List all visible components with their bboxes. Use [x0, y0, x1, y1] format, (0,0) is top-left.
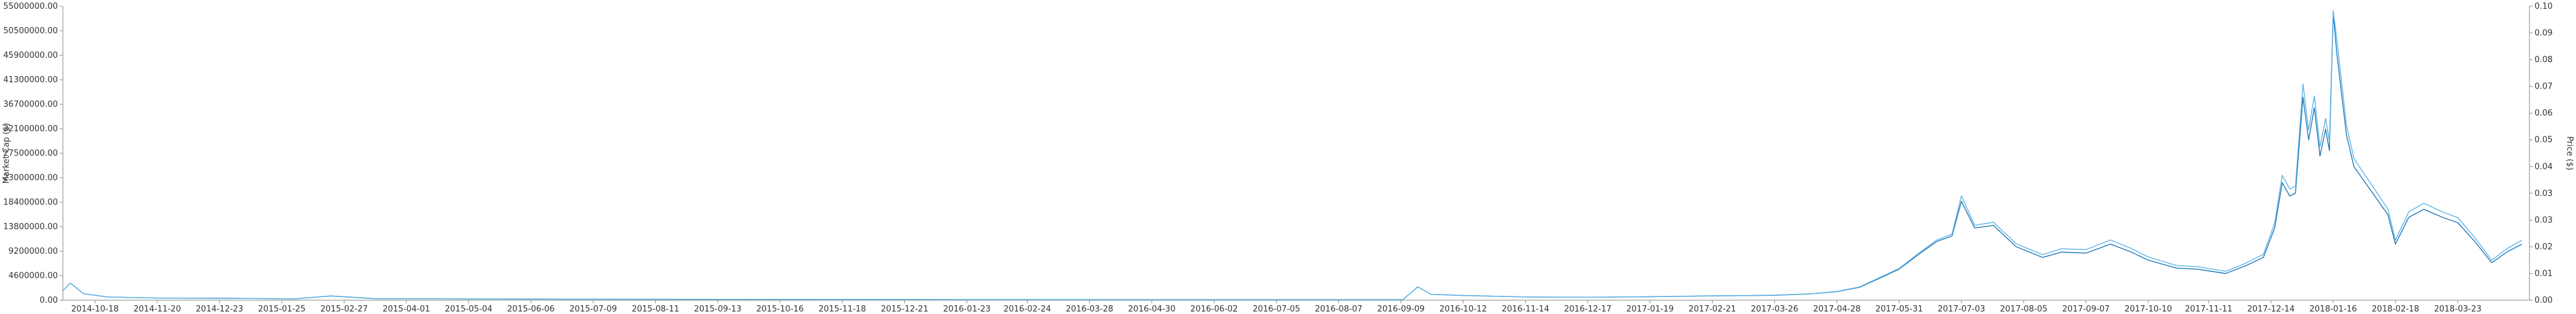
right-y-axis: 0.00 0.01 0.02 0.03 0.03 0.04 0.05 0.06 0.07 0.08… — [2529, 2, 2553, 305]
x-tick-label: 2017-05-31 — [1875, 305, 1923, 314]
x-tick-label: 2016-04-30 — [1128, 305, 1176, 314]
x-tick-label: 2016-01-23 — [943, 305, 991, 314]
x-tick-label: 2014-10-18 — [71, 305, 119, 314]
left-tick-label: 36700000.00 — [3, 100, 58, 109]
x-tick-label: 2014-11-20 — [133, 305, 181, 314]
x-tick-label: 2017-07-03 — [1938, 305, 1985, 314]
x-tick-label: 2017-02-21 — [1689, 305, 1736, 314]
right-tick-label: 0.04 — [2534, 162, 2553, 171]
x-tick-label: 2015-08-11 — [631, 305, 679, 314]
x-tick-label: 2016-09-09 — [1377, 305, 1425, 314]
x-tick-label: 2015-05-04 — [445, 305, 492, 314]
x-tick-label: 2016-12-17 — [1564, 305, 1612, 314]
right-tick-label: 0.09 — [2534, 29, 2553, 38]
x-tick-label: 2016-03-28 — [1066, 305, 1114, 314]
series-layer — [62, 10, 2523, 300]
x-tick-label: 2017-12-14 — [2247, 305, 2295, 314]
x-tick-label: 2016-10-12 — [1440, 305, 1487, 314]
left-tick-label: 41300000.00 — [3, 75, 58, 85]
right-tick-label: 0.03 — [2534, 189, 2553, 198]
x-tick-label: 2016-06-02 — [1191, 305, 1238, 314]
left-tick-label: 18400000.00 — [3, 198, 58, 207]
right-tick-label: 0.02 — [2534, 242, 2553, 252]
x-tick-label: 2016-11-14 — [1502, 305, 1550, 314]
left-tick-label: 9200000.00 — [8, 247, 58, 256]
x-tick-label: 2014-12-23 — [196, 305, 243, 314]
right-tick-label: 0.08 — [2534, 55, 2553, 65]
left-tick-label: 23000000.00 — [3, 173, 58, 183]
x-tick-label: 2017-03-26 — [1751, 305, 1799, 314]
left-y-axis: 0.00 4600000.00 9200000.00 13800000.00 18400… — [3, 2, 64, 305]
right-axis-title: Price ($) — [2565, 136, 2574, 170]
left-tick-label: 55000000.00 — [3, 2, 58, 11]
x-tick-label: 2015-10-16 — [757, 305, 804, 314]
left-tick-label: 13800000.00 — [3, 222, 58, 232]
left-tick-label: 45900000.00 — [3, 51, 58, 60]
x-tick-label: 2016-02-24 — [1004, 305, 1052, 314]
x-tick-label: 2017-01-19 — [1626, 305, 1674, 314]
x-tick-label: 2018-01-16 — [2309, 305, 2357, 314]
x-tick-label: 2015-01-25 — [258, 305, 306, 314]
left-tick-label: 27500000.00 — [3, 149, 58, 158]
x-tick-label: 2015-06-06 — [507, 305, 555, 314]
right-tick-label: 0.05 — [2534, 136, 2553, 145]
x-tick-label: 2017-09-07 — [2062, 305, 2110, 314]
x-tick-label: 2017-08-05 — [2000, 305, 2048, 314]
x-axis: 2014-10-18 2014-11-20 2014-12-23 2015-01-25… — [63, 300, 2529, 314]
right-tick-label: 0.06 — [2534, 109, 2553, 118]
x-tick-label: 2015-04-01 — [382, 305, 430, 314]
x-tick-label: 2017-10-10 — [2124, 305, 2172, 314]
left-tick-label: 32100000.00 — [3, 124, 58, 134]
right-tick-label: 0.03 — [2534, 215, 2553, 225]
x-tick-label: 2016-07-05 — [1253, 305, 1301, 314]
x-tick-label: 2017-11-11 — [2185, 305, 2233, 314]
right-tick-label: 0.01 — [2534, 269, 2553, 278]
left-tick-label: 50500000.00 — [3, 26, 58, 36]
left-tick-label: 4600000.00 — [8, 271, 58, 281]
x-tick-label: 2015-09-13 — [694, 305, 741, 314]
x-tick-label: 2015-12-21 — [881, 305, 929, 314]
right-tick-label: 0.10 — [2534, 2, 2553, 11]
market-cap-series-line — [62, 14, 2523, 300]
x-tick-label: 2015-02-27 — [320, 305, 368, 314]
x-tick-label: 2017-04-28 — [1813, 305, 1861, 314]
x-tick-label: 2015-11-18 — [819, 305, 867, 314]
right-tick-label: 0.07 — [2534, 82, 2553, 92]
left-axis-title: Market Cap ($) — [2, 123, 11, 184]
price-series-line — [62, 10, 2523, 300]
x-tick-label: 2018-02-18 — [2372, 305, 2419, 314]
right-tick-label: 0.00 — [2534, 296, 2553, 305]
x-tick-label: 2015-07-09 — [569, 305, 617, 314]
x-tick-label: 2018-03-23 — [2434, 305, 2482, 314]
left-tick-label: 0.00 — [40, 296, 58, 305]
x-tick-label: 2016-08-07 — [1315, 305, 1363, 314]
